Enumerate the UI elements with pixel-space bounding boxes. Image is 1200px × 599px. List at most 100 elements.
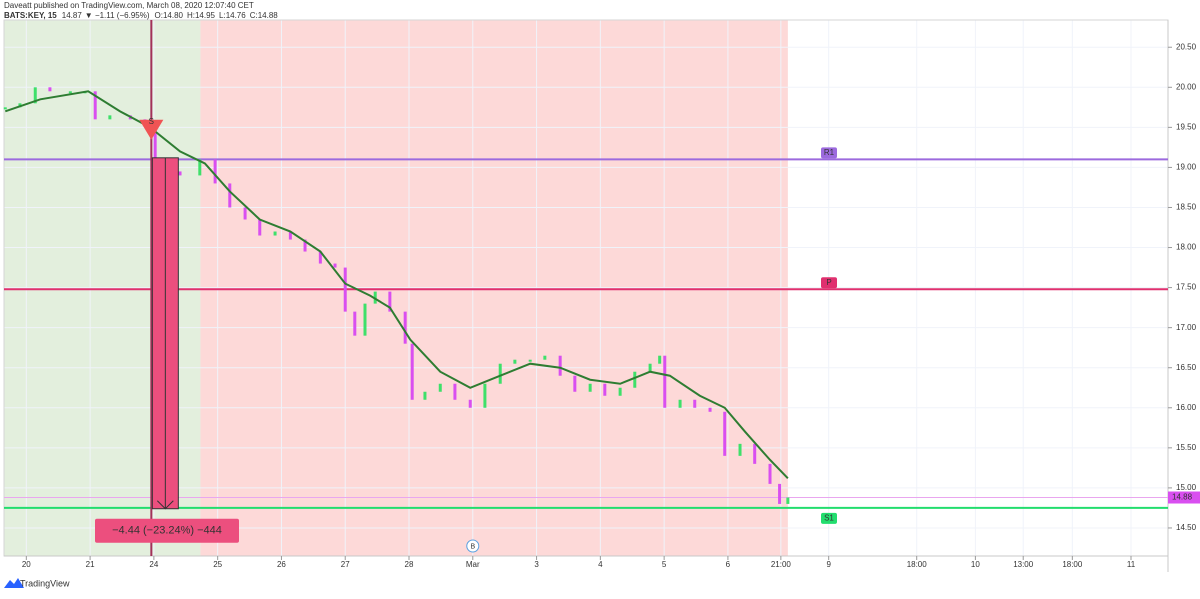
candle: [513, 359, 517, 364]
candle: [438, 383, 442, 392]
pivot-label: S1: [824, 514, 834, 523]
y-tick-label: 15.00: [1176, 483, 1197, 492]
header-text: O:: [155, 11, 163, 20]
candle: [93, 91, 97, 120]
x-tick-label: 18:00: [907, 560, 928, 569]
pivot-badge: [821, 147, 837, 159]
candle: [708, 407, 712, 412]
x-tick-label: 5: [662, 560, 667, 569]
x-tick-label: 25: [213, 560, 222, 569]
moving-average: [4, 90, 789, 479]
candle: [753, 443, 757, 464]
candle: [153, 123, 157, 172]
candle: [528, 359, 532, 362]
y-tick-label: 15.50: [1176, 443, 1197, 452]
trade-label-bg: [95, 518, 239, 543]
y-tick-label: 18.50: [1176, 203, 1197, 212]
x-tick-label: 24: [149, 560, 158, 569]
x-tick-label: 11: [1127, 560, 1136, 569]
candle: [388, 291, 392, 312]
header-text: 14.76: [226, 11, 247, 20]
logo: [4, 578, 24, 588]
candle: [786, 497, 790, 504]
candle: [453, 383, 457, 400]
x-tick-label: 4: [598, 560, 603, 569]
x-tick-label: 6: [726, 560, 731, 569]
candle: [243, 207, 247, 220]
x-tick-label: Mar: [466, 560, 480, 569]
y-tick-label: 16.50: [1176, 363, 1197, 372]
symbol-line: BATS:KEY, 15 14.87 ▼ −1.11 (−6.95%) O: 14.80…: [4, 11, 278, 20]
y-tick-label: 19.50: [1176, 122, 1197, 131]
y-tick-label: 14.50: [1176, 523, 1197, 532]
candle: [468, 399, 472, 408]
header-text: BATS:KEY, 15: [4, 11, 57, 20]
y-tick-label: 16.00: [1176, 403, 1197, 412]
candle: [558, 355, 562, 376]
candle: [738, 443, 742, 456]
signal-triangle: [139, 119, 164, 140]
candle: [213, 159, 217, 184]
candle: [633, 371, 637, 388]
x-tick-label: 21: [86, 560, 95, 569]
y-axis-bg: [1168, 20, 1200, 556]
candle: [68, 91, 72, 94]
trade-arrow: [156, 157, 174, 510]
x-tick-label: 26: [277, 560, 286, 569]
header-text: 14.87: [62, 11, 83, 20]
x-tick-label: 28: [405, 560, 414, 569]
candle: [678, 399, 682, 408]
x-tick-label: 10: [971, 560, 980, 569]
candle: [363, 303, 367, 336]
last-price-badge: [1168, 491, 1200, 504]
candle: [573, 375, 577, 392]
candle: [353, 311, 357, 336]
signal-label: S: [149, 117, 154, 126]
candle: [658, 355, 662, 364]
y-tick-label: 18.00: [1176, 243, 1197, 252]
candle: [48, 87, 52, 92]
candle: [543, 355, 547, 360]
candle: [498, 363, 502, 384]
candle: [663, 355, 667, 408]
x-tick-label: 3: [534, 560, 539, 569]
last-price-label: 14.88: [1172, 493, 1193, 502]
candle: [258, 219, 262, 236]
x-tick-label: 20: [22, 560, 31, 569]
y-tick-label: 17.00: [1176, 323, 1197, 332]
header-text: C:: [250, 11, 258, 20]
candle: [273, 231, 277, 236]
candle: [343, 267, 347, 312]
y-tick-label: 19.00: [1176, 163, 1197, 172]
candle: [303, 239, 307, 252]
candle: [603, 383, 607, 396]
y-tick-label: 20.50: [1176, 42, 1197, 51]
candle: [423, 391, 427, 400]
candle: [108, 115, 112, 120]
candle: [723, 411, 727, 456]
candle: [288, 231, 292, 240]
candle: [318, 251, 322, 264]
header-text: L:: [219, 11, 226, 20]
header-text: 14.95: [195, 11, 216, 20]
x-tick-label: 27: [341, 560, 350, 569]
event-marker: [466, 539, 480, 553]
candle: [768, 463, 772, 484]
header-text: ▼ −1.11 (−6.95%): [85, 11, 150, 20]
candle: [198, 159, 202, 176]
candle: [410, 343, 414, 400]
published-line: Daveatt published on TradingView.com, Ma…: [4, 1, 254, 10]
event-label: B: [470, 543, 475, 550]
x-tick-label: 9: [826, 560, 831, 569]
candle: [228, 183, 232, 208]
candle: [588, 383, 592, 392]
pivot-label: P: [826, 278, 831, 287]
candle: [693, 399, 697, 408]
candle: [648, 363, 652, 372]
candle: [3, 107, 7, 110]
header-text: 14.88: [258, 11, 279, 20]
candle: [618, 387, 622, 396]
trade-label: −4.44 (−23.24%) −444: [112, 525, 222, 537]
pivot-badge: [821, 277, 837, 289]
